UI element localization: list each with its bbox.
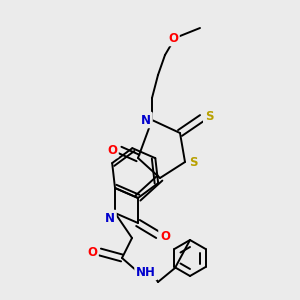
Text: O: O <box>87 245 97 259</box>
Text: N: N <box>105 212 115 224</box>
Text: S: S <box>189 155 197 169</box>
Text: O: O <box>168 32 178 44</box>
Text: O: O <box>107 143 117 157</box>
Text: NH: NH <box>136 266 156 278</box>
Text: O: O <box>160 230 170 244</box>
Text: N: N <box>141 113 151 127</box>
Text: S: S <box>205 110 213 122</box>
